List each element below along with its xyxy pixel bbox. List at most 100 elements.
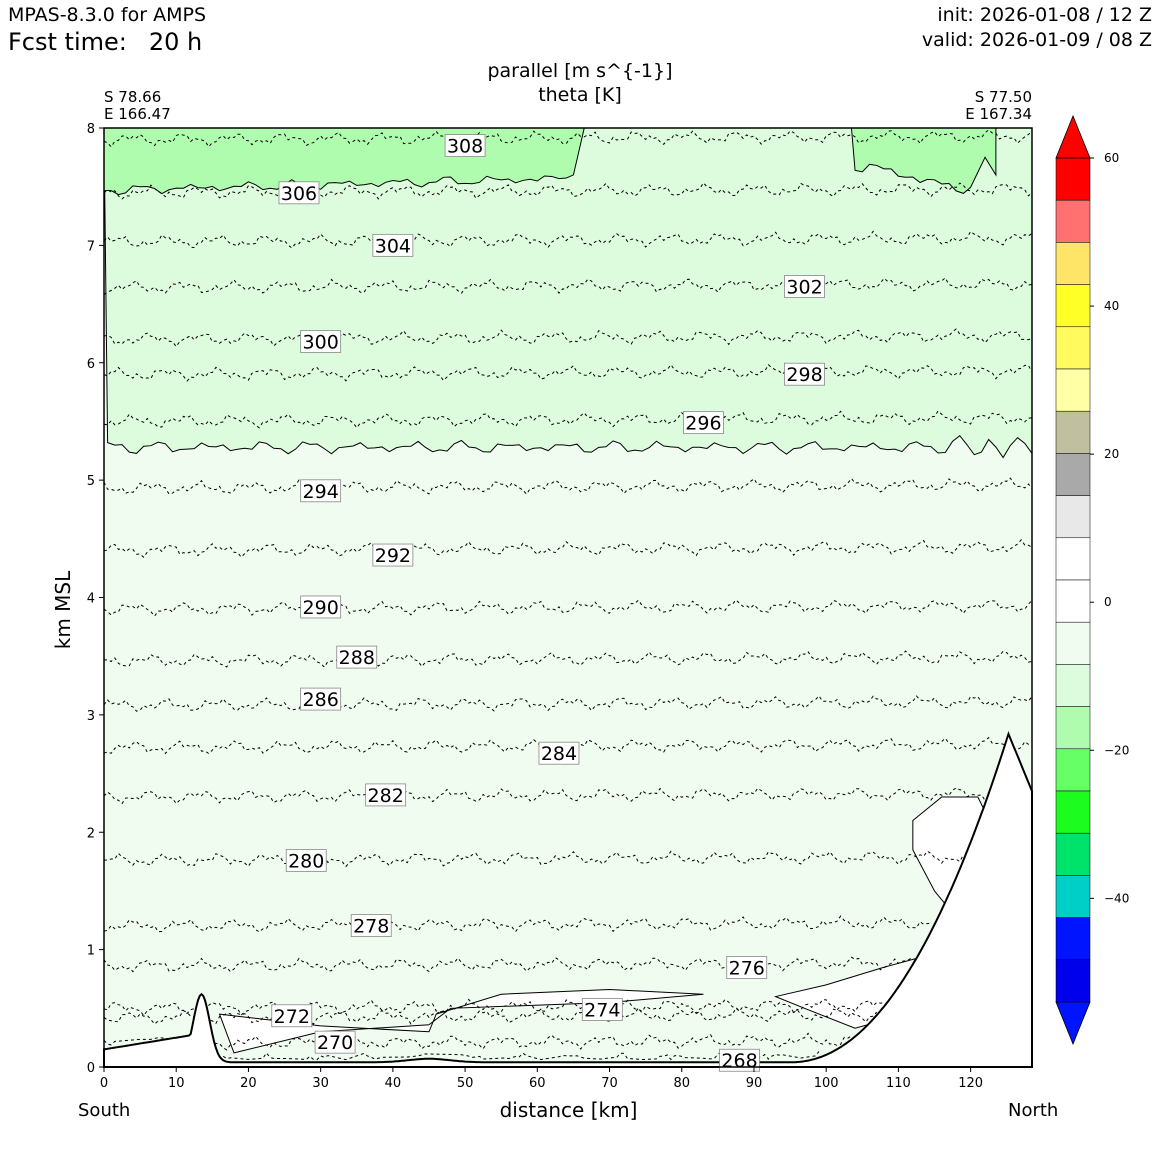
x-tick-label: 90 <box>746 1076 763 1091</box>
theta-label-280: 280 <box>285 849 327 872</box>
colorbar-extend-top <box>1055 114 1091 159</box>
colorbar-bin <box>1055 790 1091 834</box>
forecast-time-label: Fcst time: <box>8 28 127 56</box>
wind-speed-fill <box>103 127 1033 1067</box>
theta-label-text: 278 <box>353 916 389 938</box>
theta-label-300: 300 <box>300 330 342 354</box>
colorbar-tick-label: −40 <box>1104 891 1129 905</box>
theta-label-text: 286 <box>303 689 339 711</box>
theta-label-text: 306 <box>281 183 317 205</box>
y-tick-label: 4 <box>87 592 95 607</box>
theta-contour-302 <box>103 277 1033 295</box>
theta-label-text: 294 <box>303 481 339 503</box>
theta-label-276: 276 <box>726 956 768 980</box>
theta-contour-292 <box>103 538 1033 559</box>
chart-title: parallel [m s^{-1}] <box>487 60 673 82</box>
theta-label-288: 288 <box>336 645 378 669</box>
theta-contour-304 <box>103 230 1033 249</box>
wind-region-mid-green-right <box>850 127 997 194</box>
x-tick-label: 20 <box>240 1076 257 1091</box>
theta-label-box <box>336 645 378 669</box>
theta-label-270: 270 <box>314 1030 356 1054</box>
theta-label-294: 294 <box>300 479 342 503</box>
theta-label-284: 284 <box>538 741 580 765</box>
x-tick-label: 40 <box>385 1076 402 1091</box>
theta-label-box <box>581 998 623 1021</box>
colorbar-bin <box>1055 959 1091 1003</box>
colorbar-bin <box>1055 368 1091 412</box>
theta-label-308: 308 <box>444 134 486 158</box>
theta-label-text: 268 <box>721 1050 757 1072</box>
x-tick-label: 120 <box>958 1076 983 1091</box>
theta-label-box <box>538 741 580 765</box>
forecast-time: Fcst time: 20 h <box>8 28 202 56</box>
theta-label-box <box>285 849 327 872</box>
x-tick-label: 10 <box>168 1076 185 1091</box>
theta-label-272: 272 <box>271 1004 313 1028</box>
south-label: South <box>78 1100 131 1121</box>
theta-label-box <box>300 595 342 619</box>
colorbar-tick-label: 20 <box>1104 447 1119 461</box>
end-lat: S 77.50 <box>974 88 1032 106</box>
colorbar: 60 40 20 0 −20 −40 <box>1055 114 1129 1046</box>
colorbar-bin <box>1055 157 1091 201</box>
end-coordinates: S 77.50 E 167.34 <box>965 89 1032 123</box>
valid-time: valid: 2026-01-09 / 08 Z <box>921 29 1152 51</box>
theta-label-292: 292 <box>372 543 414 567</box>
start-lon: E 166.47 <box>104 105 171 123</box>
colorbar-bin <box>1055 832 1091 876</box>
colorbar-bin <box>1055 537 1091 581</box>
y-tick-label: 3 <box>87 709 95 724</box>
colorbar-bin <box>1055 326 1091 370</box>
theta-label-box <box>719 1048 760 1072</box>
colorbar-bin <box>1055 875 1091 918</box>
theta-label-282: 282 <box>365 783 407 807</box>
theta-label-274: 274 <box>581 998 623 1022</box>
theta-label-text: 270 <box>317 1032 353 1054</box>
theta-label-box <box>784 275 825 298</box>
colorbar-bin <box>1055 917 1091 961</box>
theta-label-box <box>372 233 414 257</box>
theta-label-text: 274 <box>584 1000 620 1022</box>
theta-contours <box>103 129 1033 1061</box>
colorbar-bin <box>1055 664 1091 707</box>
theta-label-298: 298 <box>784 362 825 386</box>
theta-label-box <box>300 330 342 353</box>
end-lon: E 167.34 <box>965 105 1032 123</box>
x-tick-label: 60 <box>529 1076 546 1091</box>
colorbar-tick-label: 0 <box>1104 595 1112 609</box>
theta-label-box <box>314 1030 356 1054</box>
colorbar-tick-label: −20 <box>1104 743 1129 757</box>
y-tick-label: 2 <box>87 826 95 841</box>
theta-label-box <box>365 783 407 807</box>
y-tick-label: 5 <box>87 474 95 489</box>
colorbar-bin <box>1055 242 1091 285</box>
chart-subtitle: theta [K] <box>538 84 622 106</box>
theta-label-text: 308 <box>447 136 483 158</box>
theta-label-text: 288 <box>339 647 375 669</box>
theta-label-box <box>300 687 342 711</box>
x-tick-label: 110 <box>886 1076 911 1091</box>
theta-contour-300 <box>103 328 1033 348</box>
start-coordinates: S 78.66 E 166.47 <box>104 89 171 123</box>
theta-contour-282 <box>103 787 986 805</box>
colorbar-bin <box>1055 495 1091 539</box>
theta-contour-294 <box>103 477 1033 495</box>
theta-label-box <box>350 914 392 938</box>
colorbar-bin <box>1055 748 1091 792</box>
theta-label-box <box>278 181 320 205</box>
theta-label-text: 280 <box>288 850 324 872</box>
colorbar-bin <box>1055 621 1091 665</box>
model-name: MPAS-8.3.0 for AMPS <box>8 4 207 26</box>
terrain <box>103 730 1033 1068</box>
theta-contour-268 <box>222 1051 820 1061</box>
axes: 0 10 20 30 40 50 60 70 80 90 100 110 120 0 1 2 3 4 5 6 7 8 <box>87 122 1033 1091</box>
terrain-profile <box>103 730 1033 1068</box>
theta-label-text: 282 <box>368 785 404 807</box>
colorbar-extend-bottom <box>1055 1001 1091 1046</box>
theta-label-286: 286 <box>300 687 342 711</box>
theta-label-290: 290 <box>300 595 342 619</box>
x-tick-label: 50 <box>457 1076 474 1091</box>
